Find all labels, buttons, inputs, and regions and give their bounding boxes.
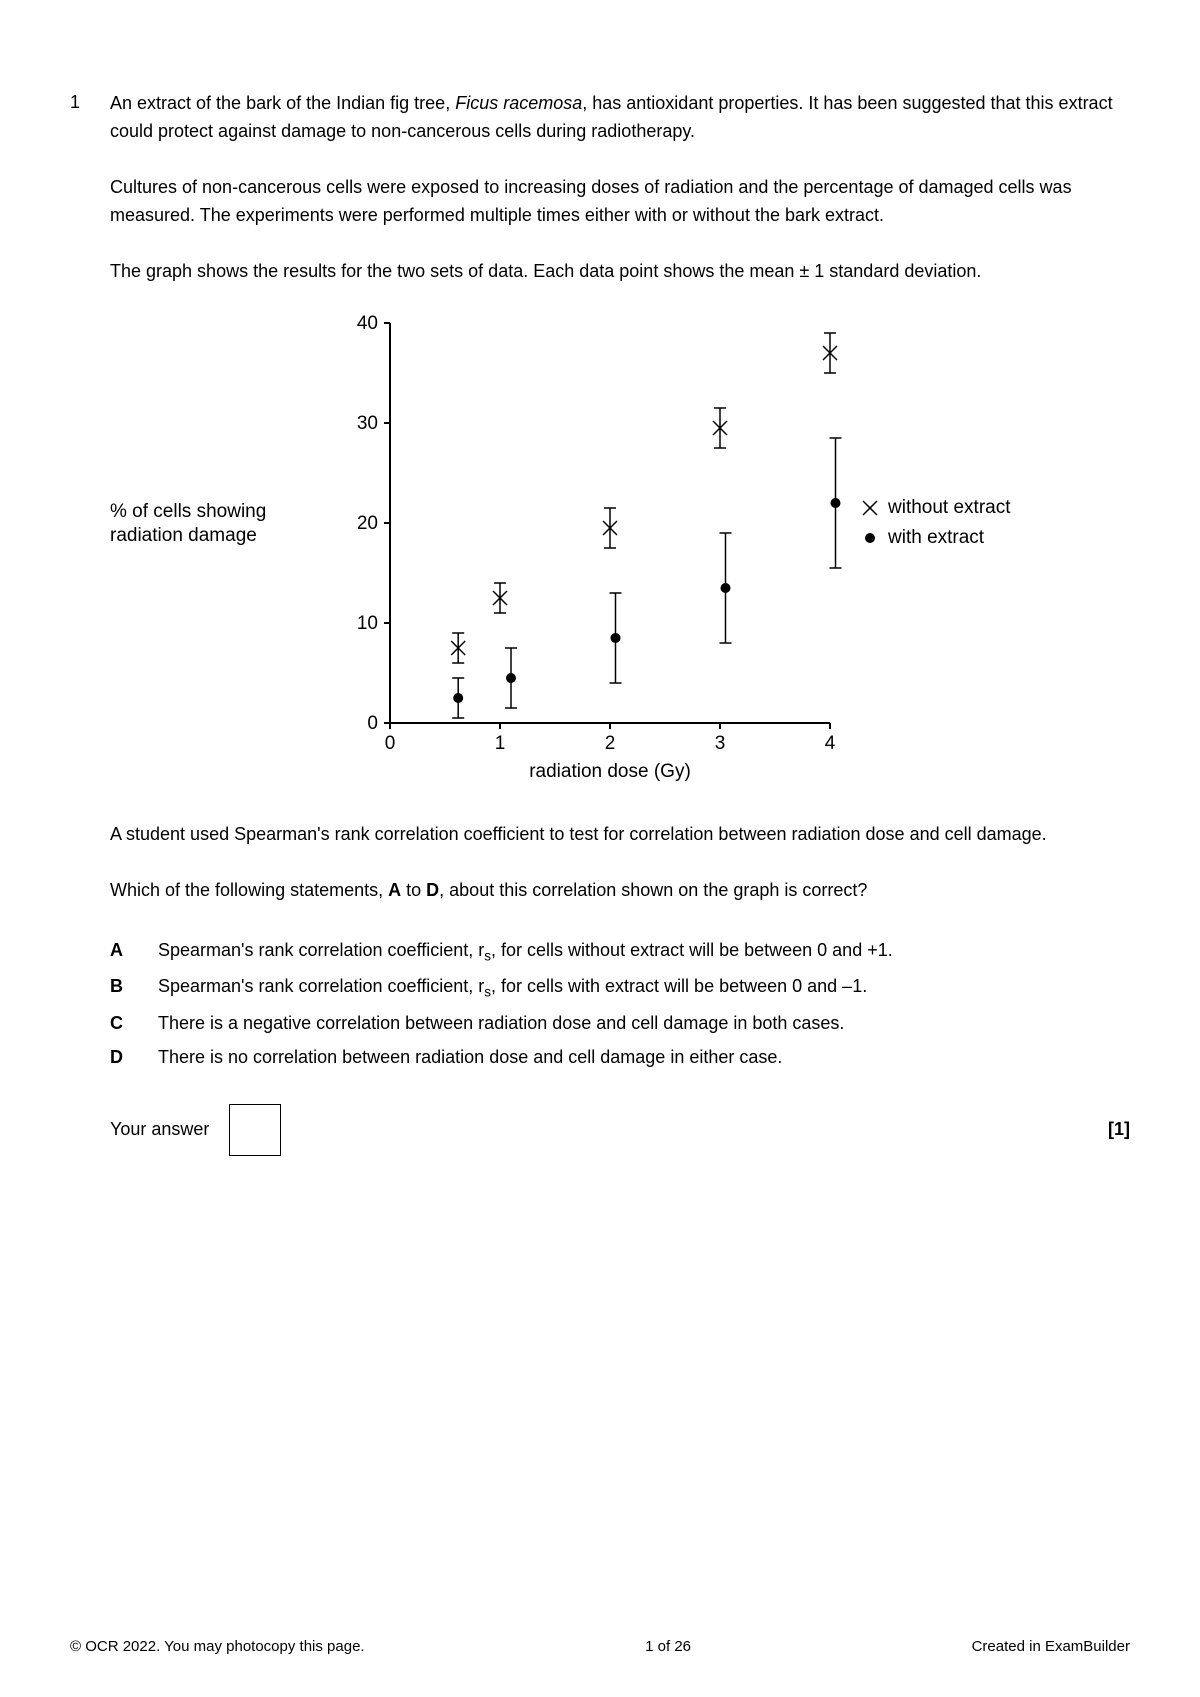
option-c: C There is a negative correlation betwee… <box>110 1006 1130 1040</box>
svg-text:4: 4 <box>825 733 836 754</box>
svg-text:radiation damage: radiation damage <box>110 525 257 546</box>
page-footer: © OCR 2022. You may photocopy this page.… <box>70 1638 1130 1655</box>
svg-text:% of cells showing: % of cells showing <box>110 501 266 522</box>
question-para-5: Which of the following statements, A to … <box>110 877 1130 905</box>
svg-text:without extract: without extract <box>887 497 1011 518</box>
option-a: A Spearman's rank correlation coefficien… <box>110 933 1130 969</box>
options-list: A Spearman's rank correlation coefficien… <box>110 933 1130 1074</box>
answer-input-box[interactable] <box>229 1104 281 1156</box>
svg-text:20: 20 <box>357 513 378 534</box>
chart-container: 0 10 20 30 40 0 1 2 3 4 radiation dose (Gy) % of ce… <box>100 313 1100 793</box>
svg-text:40: 40 <box>357 313 378 334</box>
option-d: D There is no correlation between radiat… <box>110 1040 1130 1074</box>
answer-label: Your answer <box>110 1116 209 1144</box>
question-body: An extract of the bark of the Indian fig… <box>110 90 1130 1156</box>
marks-label: [1] <box>1108 1116 1130 1144</box>
footer-left: © OCR 2022. You may photocopy this page. <box>70 1638 365 1655</box>
svg-text:2: 2 <box>605 733 616 754</box>
question-para-2: Cultures of non-cancerous cells were exp… <box>110 174 1130 230</box>
chart-svg: 0 10 20 30 40 0 1 2 3 4 radiation dose (Gy) % of ce… <box>100 313 1100 793</box>
question-para-4: A student used Spearman's rank correlati… <box>110 821 1130 849</box>
svg-text:30: 30 <box>357 413 378 434</box>
footer-right: Created in ExamBuilder <box>972 1638 1130 1655</box>
svg-text:radiation dose (Gy): radiation dose (Gy) <box>529 761 691 782</box>
svg-text:10: 10 <box>357 613 378 634</box>
question-para-3: The graph shows the results for the two … <box>110 258 1130 286</box>
svg-text:0: 0 <box>367 713 378 734</box>
footer-center: 1 of 26 <box>645 1638 691 1655</box>
answer-row: Your answer [1] <box>110 1104 1130 1156</box>
option-b: B Spearman's rank correlation coefficien… <box>110 969 1130 1005</box>
svg-text:1: 1 <box>495 733 506 754</box>
svg-text:3: 3 <box>715 733 726 754</box>
svg-text:with extract: with extract <box>887 527 985 548</box>
svg-text:0: 0 <box>385 733 396 754</box>
question-para-1: An extract of the bark of the Indian fig… <box>110 90 1130 146</box>
question-number: 1 <box>70 90 110 113</box>
